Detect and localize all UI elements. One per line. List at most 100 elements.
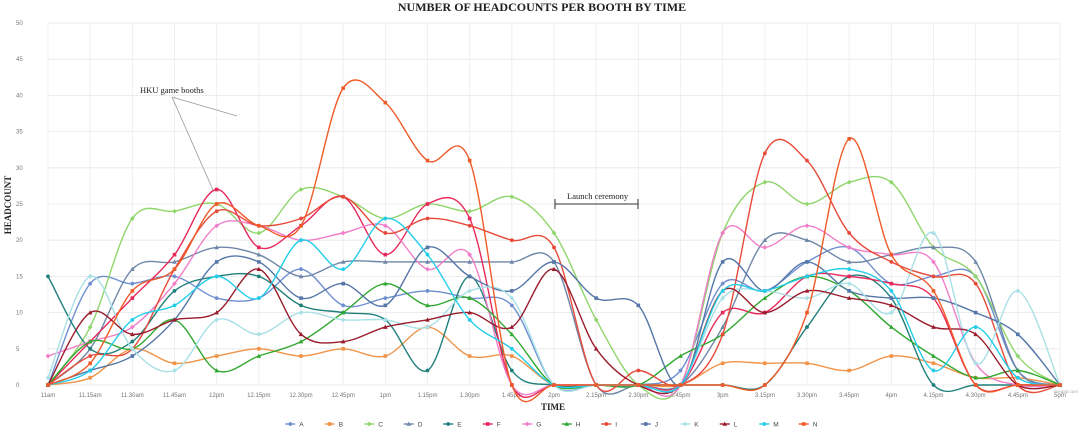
y-tick-label: 20	[16, 238, 23, 244]
data-point-h	[1015, 368, 1021, 373]
data-point-a	[720, 281, 725, 286]
data-point-e	[130, 339, 135, 344]
x-tick-label: 1.45pm	[502, 393, 522, 399]
legend-item-i[interactable]: I	[601, 422, 617, 429]
data-point-i	[299, 216, 303, 221]
data-point-b	[889, 354, 894, 358]
data-point-e	[299, 303, 303, 308]
x-tick-label: 12.15pm	[247, 393, 270, 399]
data-point-g	[382, 223, 388, 229]
data-point-l	[509, 324, 515, 329]
data-point-f	[172, 252, 177, 257]
data-point-n	[257, 223, 261, 228]
data-point-l	[130, 331, 135, 337]
data-point-g	[340, 230, 346, 236]
data-point-m	[1015, 375, 1020, 380]
data-point-k	[129, 346, 135, 352]
data-point-m	[805, 274, 809, 279]
data-point-c	[888, 179, 894, 185]
data-point-k	[87, 274, 93, 279]
data-point-h	[340, 310, 346, 315]
legend-swatch-marker	[366, 421, 372, 427]
data-point-h	[383, 281, 388, 286]
data-point-e	[931, 383, 936, 387]
data-point-b	[467, 354, 472, 358]
y-tick-label: 5	[16, 347, 20, 353]
x-tick-label: 4.45pm	[1008, 393, 1028, 399]
legend-item-j[interactable]: J	[640, 422, 658, 429]
data-point-j	[467, 274, 472, 279]
legend-item-d[interactable]: D	[403, 422, 423, 429]
data-point-m	[720, 288, 725, 293]
x-tick-label: 3pm	[717, 393, 729, 399]
data-point-k	[973, 360, 979, 366]
legend-item-k[interactable]: K	[680, 422, 699, 429]
legend-item-n[interactable]: N	[798, 422, 818, 429]
data-point-d	[298, 274, 304, 279]
data-point-n	[720, 383, 725, 387]
legend-item-c[interactable]: C	[364, 422, 383, 429]
data-point-j	[931, 296, 936, 300]
y-tick-label: 50	[16, 21, 23, 27]
x-tick-label: 3.15pm	[755, 393, 775, 399]
data-point-j	[889, 296, 894, 300]
data-point-n	[763, 383, 767, 387]
data-point-g	[467, 252, 473, 258]
legend-label: A	[299, 422, 304, 429]
data-point-h	[298, 339, 304, 344]
data-point-h	[467, 295, 472, 300]
data-point-e	[172, 288, 177, 293]
data-point-a	[214, 296, 219, 301]
data-point-m	[847, 267, 852, 272]
data-point-d	[172, 259, 177, 264]
data-point-i	[383, 231, 388, 235]
data-point-i	[341, 194, 346, 199]
data-point-h	[973, 375, 978, 380]
data-point-c	[172, 208, 177, 214]
y-tick-label: 40	[16, 93, 23, 99]
data-point-l	[931, 324, 936, 329]
data-point-i	[214, 209, 219, 214]
data-point-n	[1016, 383, 1020, 387]
data-point-i	[88, 354, 93, 358]
data-point-i	[805, 158, 809, 163]
data-point-b	[763, 361, 767, 366]
data-point-h	[214, 368, 219, 373]
data-point-m	[509, 346, 514, 351]
data-point-d	[130, 266, 135, 271]
legend-swatch-marker	[682, 421, 688, 427]
legend-label: M	[773, 422, 778, 429]
data-point-c	[509, 194, 515, 200]
data-point-j	[383, 303, 388, 308]
data-point-i	[636, 368, 641, 373]
legend-label: N	[813, 422, 818, 429]
data-point-g	[846, 245, 852, 250]
x-tick-label: 1.15pm	[417, 393, 437, 399]
legend-item-a[interactable]: A	[285, 422, 304, 429]
data-point-k	[298, 310, 304, 315]
x-tick-label: 12pm	[209, 393, 224, 399]
annotation-arrows	[171, 96, 238, 191]
data-point-l	[172, 317, 177, 322]
legend-label: F	[497, 422, 501, 429]
legend-item-m[interactable]: M	[759, 422, 779, 429]
data-point-n	[1058, 383, 1062, 387]
data-point-k	[931, 230, 936, 236]
legend-item-g[interactable]: G	[522, 422, 541, 429]
data-point-d	[214, 245, 219, 250]
data-point-g	[172, 281, 177, 287]
data-point-l	[340, 339, 346, 344]
data-point-l	[383, 324, 388, 329]
legend-item-e[interactable]: E	[443, 422, 462, 429]
data-point-g	[804, 223, 810, 229]
legend-item-f[interactable]: F	[482, 422, 501, 429]
legend-swatch-marker	[762, 422, 767, 426]
legend-item-b[interactable]: B	[324, 422, 343, 429]
data-point-h	[256, 353, 262, 358]
legend: A B C D E F G H I J K L M N	[285, 422, 818, 429]
legend-item-h[interactable]: H	[561, 422, 581, 429]
legend-label: L	[734, 422, 738, 429]
legend-item-l[interactable]: L	[719, 422, 738, 429]
series-line-n	[47, 79, 1060, 403]
legend-label: H	[576, 422, 581, 429]
